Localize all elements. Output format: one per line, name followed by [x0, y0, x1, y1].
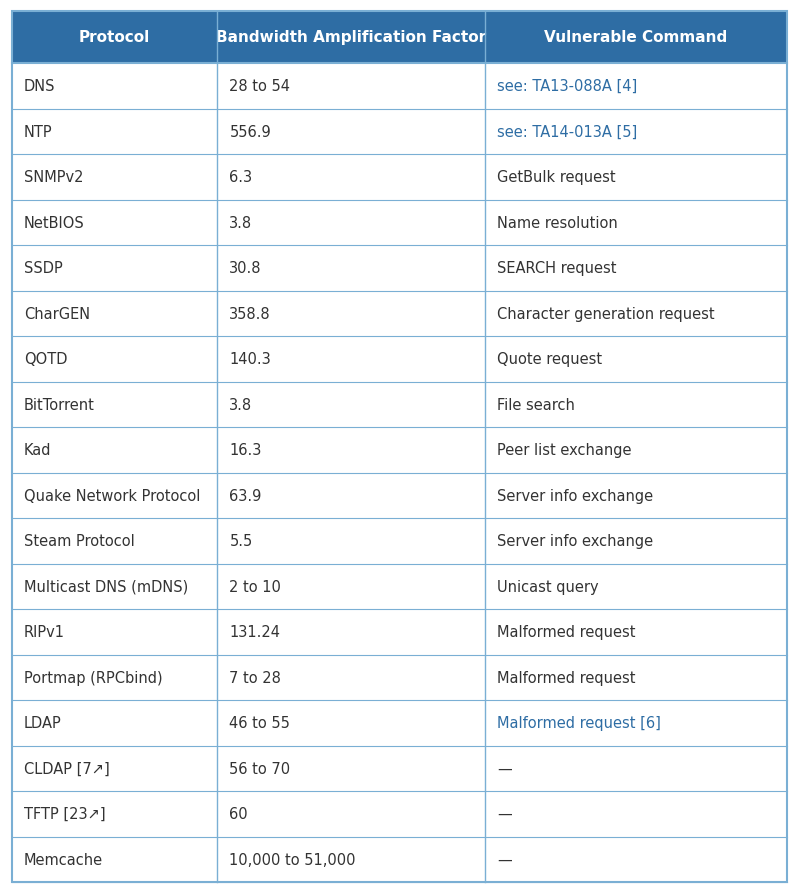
Text: QOTD: QOTD	[24, 352, 67, 367]
Text: SSDP: SSDP	[24, 261, 63, 276]
Text: Memcache: Memcache	[24, 852, 103, 867]
Text: Kad: Kad	[24, 443, 51, 458]
Text: 5.5: 5.5	[229, 534, 252, 549]
Text: Malformed request: Malformed request	[497, 670, 635, 685]
Text: SNMPv2: SNMPv2	[24, 170, 84, 185]
Bar	[12, 291, 787, 337]
Text: Peer list exchange: Peer list exchange	[497, 443, 631, 458]
Text: 60: 60	[229, 806, 248, 822]
Bar	[12, 837, 787, 882]
Text: Multicast DNS (mDNS): Multicast DNS (mDNS)	[24, 579, 189, 595]
Bar	[12, 746, 787, 791]
Bar	[12, 791, 787, 837]
Text: CharGEN: CharGEN	[24, 307, 90, 321]
Text: Malformed request [6]: Malformed request [6]	[497, 715, 661, 730]
Bar	[12, 564, 787, 610]
Text: 63.9: 63.9	[229, 488, 262, 503]
Bar	[12, 246, 787, 291]
Text: NetBIOS: NetBIOS	[24, 215, 85, 231]
Text: GetBulk request: GetBulk request	[497, 170, 615, 185]
Text: 28 to 54: 28 to 54	[229, 80, 290, 94]
Text: DNS: DNS	[24, 80, 55, 94]
Text: see: TA14-013A [5]: see: TA14-013A [5]	[497, 124, 637, 139]
Text: Character generation request: Character generation request	[497, 307, 714, 321]
Text: 6.3: 6.3	[229, 170, 252, 185]
Text: NTP: NTP	[24, 124, 53, 139]
Text: 3.8: 3.8	[229, 397, 252, 412]
Text: 131.24: 131.24	[229, 625, 280, 639]
Text: 30.8: 30.8	[229, 261, 262, 276]
Bar	[12, 519, 787, 564]
Text: 3.8: 3.8	[229, 215, 252, 231]
Text: Server info exchange: Server info exchange	[497, 534, 653, 549]
Text: 46 to 55: 46 to 55	[229, 715, 290, 730]
Text: Unicast query: Unicast query	[497, 579, 598, 595]
Text: Bandwidth Amplification Factor: Bandwidth Amplification Factor	[216, 30, 486, 46]
Text: Quake Network Protocol: Quake Network Protocol	[24, 488, 201, 503]
Text: BitTorrent: BitTorrent	[24, 397, 95, 412]
Text: —: —	[497, 806, 511, 822]
Text: 16.3: 16.3	[229, 443, 262, 458]
Text: see: TA13-088A [4]: see: TA13-088A [4]	[497, 80, 637, 94]
Text: 10,000 to 51,000: 10,000 to 51,000	[229, 852, 356, 867]
Text: LDAP: LDAP	[24, 715, 62, 730]
Bar	[12, 155, 787, 200]
Text: File search: File search	[497, 397, 574, 412]
Text: —: —	[497, 852, 511, 867]
Text: 2 to 10: 2 to 10	[229, 579, 281, 595]
Text: CLDAP [7↗]: CLDAP [7↗]	[24, 761, 109, 776]
Text: Server info exchange: Server info exchange	[497, 488, 653, 503]
Text: Protocol: Protocol	[79, 30, 150, 46]
Bar	[12, 427, 787, 473]
Text: Quote request: Quote request	[497, 352, 602, 367]
Text: SEARCH request: SEARCH request	[497, 261, 616, 276]
Text: Malformed request: Malformed request	[497, 625, 635, 639]
Text: 140.3: 140.3	[229, 352, 271, 367]
Bar	[12, 109, 787, 155]
Bar	[12, 654, 787, 700]
Bar	[12, 382, 787, 427]
Text: RIPv1: RIPv1	[24, 625, 65, 639]
Bar	[12, 200, 787, 246]
Text: TFTP [23↗]: TFTP [23↗]	[24, 806, 105, 822]
Text: 358.8: 358.8	[229, 307, 271, 321]
Text: 7 to 28: 7 to 28	[229, 670, 281, 685]
Bar	[12, 12, 787, 64]
Text: —: —	[497, 761, 511, 776]
Text: 56 to 70: 56 to 70	[229, 761, 291, 776]
Text: Vulnerable Command: Vulnerable Command	[544, 30, 728, 46]
Text: Name resolution: Name resolution	[497, 215, 618, 231]
Text: 556.9: 556.9	[229, 124, 271, 139]
Bar	[12, 700, 787, 746]
Text: Portmap (RPCbind): Portmap (RPCbind)	[24, 670, 163, 685]
Text: Steam Protocol: Steam Protocol	[24, 534, 135, 549]
Bar	[12, 473, 787, 519]
Bar	[12, 610, 787, 654]
Bar	[12, 64, 787, 109]
Bar	[12, 337, 787, 382]
